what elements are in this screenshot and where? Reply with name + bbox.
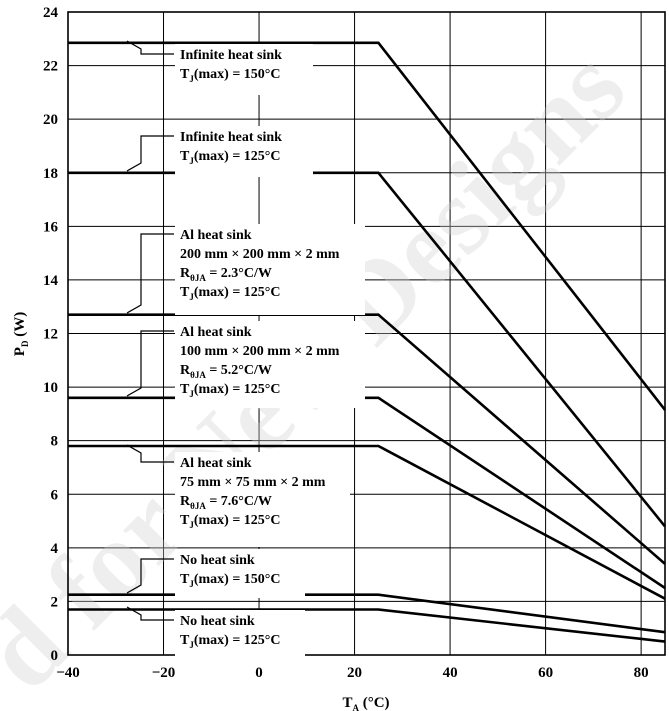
annotation-backing [175, 610, 305, 659]
annotation-backing [175, 44, 313, 95]
annotation-backing [175, 549, 305, 598]
annotation-leader [126, 606, 174, 621]
annotation-leader [126, 330, 174, 397]
annotation-line: 100 mm × 200 mm × 2 mm [180, 344, 340, 359]
x-axis-label-unit: (°C) [359, 695, 390, 711]
series-line [68, 41, 667, 411]
x-tick-label: 60 [538, 665, 553, 681]
y-axis-label-subscript: D [20, 340, 30, 347]
y-axis-label: PD (W) [12, 312, 30, 356]
annotation-line: Infinite heat sink [180, 48, 282, 63]
annotation-leader [126, 135, 174, 172]
annotation: No heat sink TJ(max) = 150°C [126, 549, 305, 598]
series-line [68, 171, 667, 528]
annotation-leader [126, 233, 174, 314]
annotation-line: RθJA = 7.6°C/W [180, 494, 272, 511]
y-tick-label: 8 [51, 434, 59, 450]
annotation: Al heat sink 100 mm × 200 mm × 2 mm RθJA =… [126, 321, 365, 408]
x-tick-label: 0 [255, 665, 263, 681]
y-tick-label: 4 [51, 541, 59, 557]
annotation: Infinite heat sink TJ(max) = 125°C [126, 126, 313, 177]
series-line [68, 396, 666, 590]
annotation: Infinite heat sink TJ(max) = 150°C [126, 40, 313, 95]
y-tick-label: 12 [43, 327, 58, 343]
annotation-leader [126, 444, 174, 463]
annotation-leader [126, 40, 174, 55]
annotation-line: TJ(max) = 150°C [180, 67, 281, 84]
annotation: Al heat sink 75 mm × 75 mm × 2 mm RθJA = 7… [126, 444, 350, 547]
y-tick-label: 16 [43, 219, 59, 235]
annotation-line: Al heat sink [180, 325, 252, 340]
annotation-line: Al heat sink [180, 456, 252, 471]
y-tick-label: 20 [43, 112, 58, 128]
annotation-line: Infinite heat sink [180, 130, 282, 145]
annotation-line: 75 mm × 75 mm × 2 mm [180, 475, 326, 490]
annotation-line: TJ(max) = 125°C [180, 149, 281, 166]
y-tick-label: 10 [43, 380, 58, 396]
y-tick-label: 6 [51, 487, 59, 503]
y-tick-label: 0 [51, 648, 59, 664]
y-axis-label-unit: (W) [12, 312, 28, 341]
x-tick-label: 20 [347, 665, 362, 681]
annotation-line: TJ(max) = 125°C [180, 633, 281, 650]
y-tick-label: 18 [43, 166, 58, 182]
series-line [68, 313, 666, 565]
x-axis-label-symbol: T [342, 695, 352, 711]
annotation: Al heat sink 200 mm × 200 mm × 2 mm RθJA =… [126, 224, 365, 315]
annotation-line: TJ(max) = 150°C [180, 572, 281, 589]
annotation-backing [175, 224, 365, 315]
annotation-line: TJ(max) = 125°C [180, 285, 281, 302]
x-axis-label: TA (°C) [342, 695, 389, 711]
y-axis-label-symbol: P [12, 347, 28, 356]
y-tick-label: 2 [51, 594, 59, 610]
y-tick-label: 14 [43, 273, 59, 289]
annotation-backing [175, 126, 313, 177]
annotation-line: Al heat sink [180, 228, 252, 243]
x-tick-label: 80 [634, 665, 649, 681]
x-tick-label: −20 [152, 665, 176, 681]
annotation: No heat sink TJ(max) = 125°C [126, 606, 305, 659]
annotation-line: TJ(max) = 125°C [180, 382, 281, 399]
x-tick-label: −40 [56, 665, 80, 681]
annotation-line: RθJA = 2.3°C/W [180, 266, 272, 283]
x-axis-label-subscript: A [352, 703, 359, 711]
series-line [68, 593, 666, 634]
y-tick-label: 22 [43, 59, 58, 75]
series-line [68, 444, 666, 600]
y-tick-label: 24 [43, 5, 59, 21]
annotation-line: No heat sink [180, 553, 255, 568]
x-tick-label: 40 [443, 665, 458, 681]
series-line [68, 608, 666, 643]
derating-curves [68, 41, 667, 643]
annotation-line: TJ(max) = 125°C [180, 513, 281, 530]
annotation-leader [126, 558, 174, 594]
annotation-line: 200 mm × 200 mm × 2 mm [180, 247, 340, 262]
annotation-backing [175, 321, 365, 408]
plot-frame [67, 11, 666, 656]
annotation-backing [175, 452, 350, 547]
annotation-line: RθJA = 5.2°C/W [180, 363, 272, 380]
annotation-line: No heat sink [180, 614, 255, 629]
